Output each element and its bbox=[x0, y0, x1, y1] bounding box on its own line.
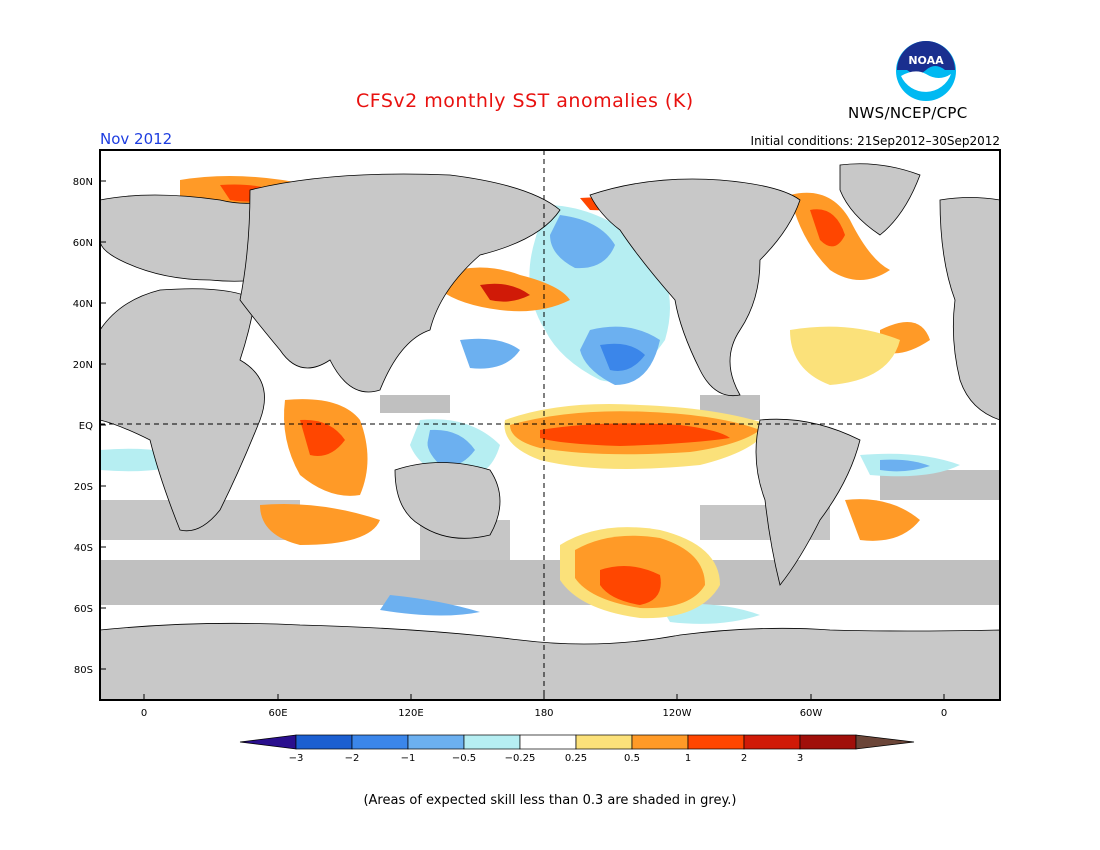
colorbar-label: −0.25 bbox=[505, 753, 536, 764]
noaa-logo-icon: NOAA bbox=[896, 41, 956, 101]
colorbar-label: −1 bbox=[401, 753, 416, 764]
colorbar-swatch bbox=[295, 734, 353, 750]
colorbar-swatch bbox=[687, 734, 745, 750]
skill-footnote: (Areas of expected skill less than 0.3 a… bbox=[363, 793, 737, 808]
colorbar-swatch bbox=[743, 734, 801, 750]
lat-label: 80S bbox=[74, 665, 93, 676]
longitude-axis: 0 60E 120E 180 120W 60W 0 bbox=[141, 694, 947, 719]
colorbar-label: 0.5 bbox=[624, 753, 640, 764]
lat-label: 60S bbox=[74, 604, 93, 615]
lat-label: 20N bbox=[73, 360, 93, 371]
lat-label: EQ bbox=[79, 421, 93, 432]
lat-label: 40N bbox=[73, 299, 93, 310]
map-title: CFSv2 monthly SST anomalies (K) bbox=[356, 90, 694, 112]
lon-label: 0 bbox=[941, 708, 947, 719]
initial-conditions-label: Initial conditions: 21Sep2012–30Sep2012 bbox=[750, 134, 1000, 148]
colorbar: −3 −2 −1 −0.5 −0.25 0.25 0.5 1 2 3 bbox=[239, 734, 915, 764]
colorbar-label: 1 bbox=[685, 753, 691, 764]
lon-label: 60E bbox=[268, 708, 287, 719]
colorbar-label: 2 bbox=[741, 753, 747, 764]
colorbar-label: −0.5 bbox=[452, 753, 476, 764]
forecast-month: Nov 2012 bbox=[100, 130, 173, 148]
agency-label: NWS/NCEP/CPC bbox=[848, 104, 968, 122]
colorbar-label: −3 bbox=[289, 753, 304, 764]
lon-label: 120W bbox=[663, 708, 692, 719]
colorbar-swatch bbox=[407, 734, 465, 750]
colorbar-swatch bbox=[631, 734, 689, 750]
colorbar-swatch bbox=[799, 734, 857, 750]
lat-label: 20S bbox=[74, 482, 93, 493]
map-field bbox=[100, 150, 1000, 700]
continents bbox=[100, 163, 1000, 700]
colorbar-label: 3 bbox=[797, 753, 803, 764]
lon-label: 0 bbox=[141, 708, 147, 719]
colorbar-label: 0.25 bbox=[565, 753, 587, 764]
latitude-axis: 80N 60N 40N 20N EQ 20S 40S 60S 80S bbox=[73, 177, 106, 676]
colorbar-swatch bbox=[575, 734, 633, 750]
colorbar-max-arrow bbox=[855, 734, 915, 750]
logo-text: NOAA bbox=[908, 54, 944, 67]
colorbar-swatch bbox=[463, 734, 521, 750]
lat-label: 60N bbox=[73, 238, 93, 249]
colorbar-label: −2 bbox=[345, 753, 360, 764]
colorbar-swatch bbox=[351, 734, 409, 750]
lon-label: 60W bbox=[800, 708, 823, 719]
lon-label: 180 bbox=[534, 708, 553, 719]
lat-label: 40S bbox=[74, 543, 93, 554]
lat-label: 80N bbox=[73, 177, 93, 188]
lon-label: 120E bbox=[398, 708, 423, 719]
colorbar-min-arrow bbox=[239, 734, 297, 750]
colorbar-swatch bbox=[519, 734, 577, 750]
